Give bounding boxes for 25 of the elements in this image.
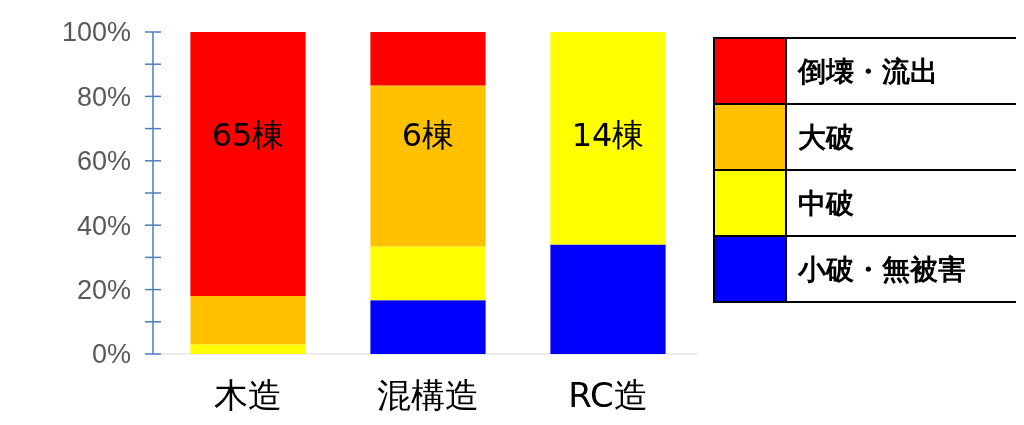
annotation: 6棟	[401, 116, 455, 155]
bar	[190, 344, 306, 354]
legend-label: 倒壊・流出	[797, 54, 938, 88]
y-tick-label: 40%	[76, 210, 131, 241]
legend-label: 小破・無被害	[797, 252, 966, 286]
bar	[550, 244, 666, 354]
x-tick-label: 混構造	[377, 375, 479, 415]
y-tick-label: 80%	[76, 81, 131, 112]
y-tick-label: 100%	[61, 17, 131, 48]
x-tick-label: RC造	[568, 375, 648, 415]
bar	[190, 296, 306, 345]
x-tick-label: 木造	[214, 375, 282, 415]
bar	[370, 246, 486, 301]
bar	[370, 32, 486, 86]
annotation: 65棟	[211, 116, 285, 155]
bar	[370, 300, 486, 354]
bar	[550, 32, 666, 245]
y-tick-label: 0%	[91, 339, 131, 370]
legend-label: 大破	[798, 120, 854, 154]
bar	[370, 85, 486, 247]
annotation: 14棟	[571, 116, 645, 155]
legend-label: 中破	[798, 186, 854, 220]
y-tick-label: 20%	[76, 275, 131, 306]
bar	[190, 32, 306, 297]
y-tick-label: 60%	[76, 146, 131, 177]
